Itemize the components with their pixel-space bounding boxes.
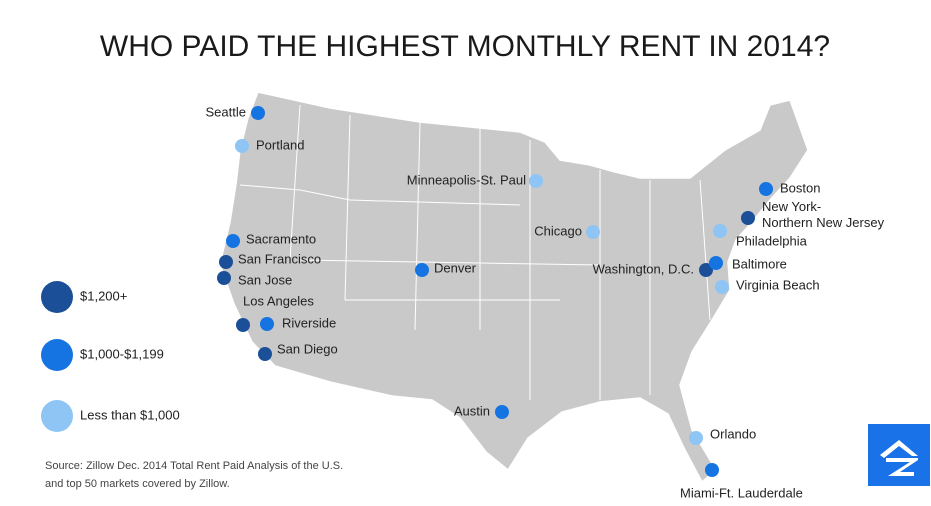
city-marker bbox=[495, 405, 509, 419]
state-borders bbox=[239, 104, 711, 400]
source-line: Source: Zillow Dec. 2014 Total Rent Paid… bbox=[45, 460, 343, 472]
title: WHO PAID THE HIGHEST MONTHLY RENT IN 201… bbox=[100, 30, 830, 63]
city-label: Denver bbox=[434, 260, 477, 275]
zillow-logo bbox=[868, 424, 930, 486]
city-label: Chicago bbox=[534, 223, 582, 238]
city-label: San Diego bbox=[277, 341, 338, 356]
legend: $1,200+ $1,000-$1,199 Less than $1,000 bbox=[41, 281, 180, 432]
city-marker bbox=[759, 182, 773, 196]
legend-swatch bbox=[41, 400, 73, 432]
city-label: Minneapolis-St. Paul bbox=[407, 172, 526, 187]
city-label: Sacramento bbox=[246, 231, 316, 246]
city-label: Austin bbox=[454, 403, 490, 418]
city-label: Philadelphia bbox=[736, 233, 808, 248]
city-label: New York-Northern New Jersey bbox=[762, 199, 885, 230]
city-marker bbox=[713, 224, 727, 238]
city-label: San Francisco bbox=[238, 251, 321, 266]
city-label: Miami-Ft. Lauderdale bbox=[680, 485, 803, 500]
legend-swatch bbox=[41, 281, 73, 313]
city-label: Los Angeles bbox=[243, 293, 314, 308]
city-marker bbox=[236, 318, 250, 332]
city-marker bbox=[226, 234, 240, 248]
city-marker bbox=[586, 225, 600, 239]
city-marker bbox=[258, 347, 272, 361]
city-label: Washington, D.C. bbox=[593, 261, 694, 276]
city-label: Portland bbox=[256, 137, 304, 152]
city-label: Boston bbox=[780, 180, 820, 195]
legend-label: $1,000-$1,199 bbox=[80, 346, 164, 361]
city-label: Riverside bbox=[282, 315, 336, 330]
city-marker bbox=[235, 139, 249, 153]
city-marker bbox=[219, 255, 233, 269]
city-marker bbox=[260, 317, 274, 331]
us-map bbox=[219, 91, 809, 484]
city-marker bbox=[415, 263, 429, 277]
legend-label: $1,200+ bbox=[80, 288, 127, 303]
city-marker bbox=[705, 463, 719, 477]
city-marker bbox=[251, 106, 265, 120]
city-marker bbox=[689, 431, 703, 445]
legend-label: Less than $1,000 bbox=[80, 407, 180, 422]
city-marker bbox=[741, 211, 755, 225]
legend-swatch bbox=[41, 339, 73, 371]
city-marker bbox=[529, 174, 543, 188]
city-marker bbox=[217, 271, 231, 285]
source-line: and top 50 markets covered by Zillow. bbox=[45, 478, 230, 490]
city-label: San Jose bbox=[238, 272, 292, 287]
city-label: Baltimore bbox=[732, 256, 787, 271]
city-marker bbox=[709, 256, 723, 270]
cities: Seattle Portland Minneapolis-St. Paul Bosto… bbox=[206, 104, 885, 500]
city-label: Orlando bbox=[710, 426, 756, 441]
city-label: Seattle bbox=[206, 104, 246, 119]
city-marker bbox=[715, 280, 729, 294]
city-label: Virginia Beach bbox=[736, 277, 820, 292]
city-marker bbox=[699, 263, 713, 277]
